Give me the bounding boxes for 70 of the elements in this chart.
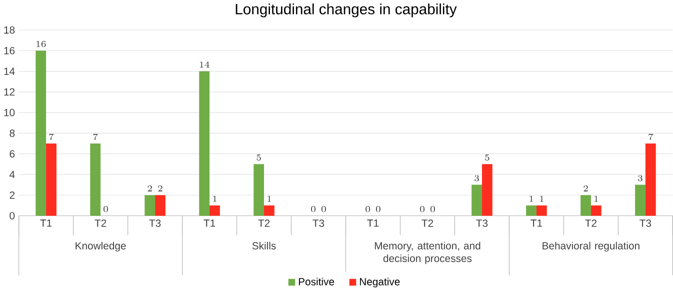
text: Behavioral regulation bbox=[542, 242, 640, 252]
data-label: 7 bbox=[648, 134, 654, 140]
y-tick-label: 12 bbox=[4, 88, 15, 96]
bar bbox=[472, 184, 482, 216]
y-tick-label: 16 bbox=[4, 47, 15, 54]
x-tick-label: T2 bbox=[94, 220, 106, 227]
data-label: 1 bbox=[268, 196, 271, 202]
y-tick-label: 10 bbox=[4, 108, 15, 116]
text: Knowledge bbox=[76, 242, 126, 252]
bar bbox=[199, 71, 210, 216]
x-tick-label: T3 bbox=[476, 220, 488, 227]
bar bbox=[90, 144, 101, 216]
data-label: 0 bbox=[104, 206, 108, 212]
data-label: 14 bbox=[200, 62, 210, 68]
data-label: 5 bbox=[256, 154, 261, 161]
data-label: 0 bbox=[311, 206, 316, 212]
data-label: 2 bbox=[148, 186, 152, 192]
y-tick-label: 4 bbox=[10, 171, 15, 178]
x-tick-label: T1 bbox=[40, 220, 52, 227]
data-label: 3 bbox=[474, 175, 479, 182]
data-label: 0 bbox=[420, 206, 424, 212]
legend-label: Negative bbox=[360, 278, 400, 288]
data-label: 1 bbox=[213, 196, 217, 202]
text: Skills bbox=[252, 242, 276, 250]
data-label: 7 bbox=[93, 134, 98, 140]
data-label: 7 bbox=[49, 134, 54, 140]
bar bbox=[144, 195, 156, 216]
x-tick-label: T1 bbox=[530, 220, 542, 227]
y-tick-label: 14 bbox=[4, 68, 15, 75]
bar bbox=[635, 184, 646, 216]
y-tick-label: 8 bbox=[10, 130, 15, 137]
x-tick-label: T2 bbox=[422, 220, 434, 227]
bar bbox=[46, 144, 56, 216]
x-tick-label: T2 bbox=[258, 220, 270, 227]
data-label: 2 bbox=[584, 186, 588, 192]
y-tick-label: 2 bbox=[10, 192, 15, 199]
x-tick-label: T3 bbox=[312, 220, 324, 227]
data-label: 0 bbox=[376, 206, 380, 212]
bar bbox=[254, 164, 264, 216]
data-label: 2 bbox=[158, 186, 162, 192]
legend-label: Positive bbox=[298, 278, 334, 286]
data-label: 16 bbox=[36, 41, 46, 48]
x-tick-label: T1 bbox=[367, 220, 379, 227]
data-label: 1 bbox=[530, 196, 534, 202]
y-tick-label: 18 bbox=[4, 26, 15, 34]
bar bbox=[36, 50, 46, 216]
bar bbox=[536, 206, 547, 216]
x-tick-label: T1 bbox=[204, 220, 216, 227]
data-label: 1 bbox=[540, 196, 544, 202]
chart-title: Longitudinal changes in capability bbox=[236, 4, 457, 18]
data-label: 3 bbox=[638, 175, 642, 182]
data-label: 0 bbox=[366, 206, 370, 212]
data-label: 1 bbox=[594, 196, 598, 202]
data-label: 0 bbox=[430, 206, 435, 212]
bar bbox=[590, 206, 602, 216]
x-tick-label: T3 bbox=[640, 220, 652, 227]
bar bbox=[264, 206, 274, 216]
bar bbox=[155, 195, 166, 216]
bar bbox=[580, 195, 591, 216]
bar bbox=[526, 206, 536, 216]
bar bbox=[210, 206, 220, 216]
data-label: 0 bbox=[322, 206, 326, 212]
y-tick-label: 0 bbox=[10, 212, 15, 220]
data-label: 5 bbox=[485, 154, 490, 161]
text: Memory, attention, and decision processes bbox=[374, 242, 480, 264]
y-tick-label: 6 bbox=[10, 150, 15, 158]
bar bbox=[645, 144, 656, 216]
x-tick-label: T2 bbox=[585, 220, 597, 227]
x-tick-label: T3 bbox=[149, 220, 161, 227]
bar bbox=[482, 164, 492, 216]
